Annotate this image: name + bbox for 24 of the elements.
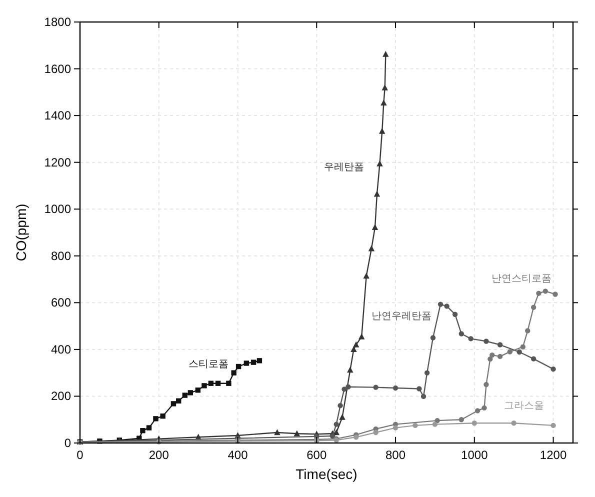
y-tick-label: 400 xyxy=(50,342,72,356)
y-tick-label: 1800 xyxy=(44,15,72,29)
series-label: 난연스티로폼 xyxy=(492,274,552,285)
x-tick-label: 400 xyxy=(228,448,248,462)
y-axis-title: CO(ppm) xyxy=(13,204,29,262)
series-label: 우레탄폼 xyxy=(324,162,364,173)
x-tick-label: 200 xyxy=(148,448,170,462)
x-tick-label: 600 xyxy=(306,448,327,462)
series-label: 그라스울 xyxy=(504,400,544,412)
y-tick-label: 200 xyxy=(50,389,72,404)
y-tick-label: 0 xyxy=(64,436,72,450)
y-tick-label: 1400 xyxy=(44,108,72,123)
y-tick-label: 600 xyxy=(50,296,72,310)
y-tick-label: 800 xyxy=(50,248,72,263)
x-axis-title: Time(sec) xyxy=(296,466,358,482)
x-tick-label: 800 xyxy=(386,448,406,462)
y-tick-label: 1000 xyxy=(44,202,72,216)
x-tick-label: 0 xyxy=(76,448,84,462)
y-tick-label: 1200 xyxy=(44,155,72,170)
series-label: 스티로폼 xyxy=(188,358,229,370)
x-tick-label: 1200 xyxy=(540,448,567,462)
y-tick-label: 1600 xyxy=(44,62,72,76)
series-label: 난연우레탄폼 xyxy=(371,311,432,322)
x-tick-label: 1000 xyxy=(461,448,488,462)
